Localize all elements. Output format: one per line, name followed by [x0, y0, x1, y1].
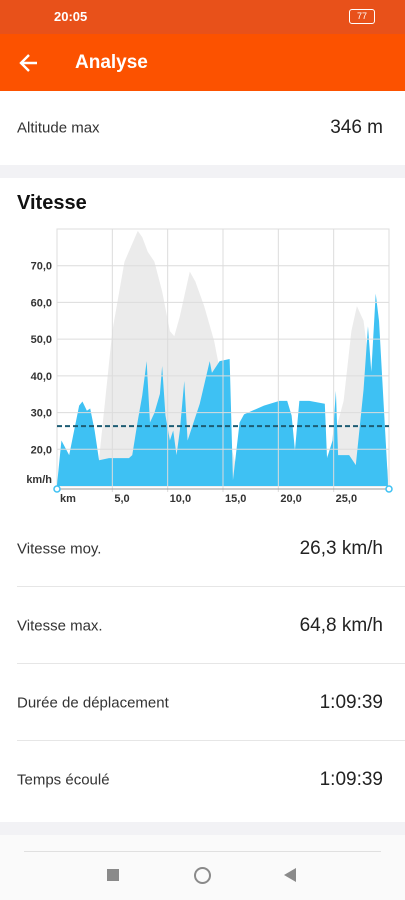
- stat-label: Vitesse moy.: [17, 540, 102, 557]
- y-tick-label: 20,0: [31, 444, 52, 456]
- status-bar: 20:05 77: [0, 0, 405, 34]
- x-tick-label: 15,0: [225, 493, 246, 505]
- back-nav-button[interactable]: [283, 868, 297, 882]
- y-tick-label: 40,0: [31, 371, 52, 383]
- stat-label: Vitesse max.: [17, 617, 103, 634]
- stat-row: Vitesse moy. 26,3 km/h: [0, 510, 405, 587]
- stat-label: Durée de déplacement: [17, 694, 169, 711]
- divider: [0, 165, 405, 178]
- recents-button[interactable]: [107, 869, 119, 881]
- x-tick-label: 20,0: [280, 493, 301, 505]
- stat-row: Vitesse max. 64,8 km/h: [0, 587, 405, 664]
- app-bar: Analyse: [0, 34, 405, 91]
- stat-value: 1:09:39: [319, 691, 383, 713]
- range-handle: [385, 485, 393, 493]
- stat-value: 64,8 km/h: [299, 614, 383, 636]
- stat-value: 26,3 km/h: [299, 537, 383, 559]
- x-tick-label: 25,0: [336, 493, 357, 505]
- stat-row: Temps écoulé 1:09:39: [0, 741, 405, 818]
- y-tick-label: 50,0: [31, 334, 52, 346]
- section-title: Vitesse: [17, 192, 87, 214]
- stat-value: 346 m: [330, 117, 383, 138]
- y-tick-label: 60,0: [31, 297, 52, 309]
- y-tick-label: 30,0: [31, 408, 52, 420]
- stat-row: Durée de déplacement 1:09:39: [0, 664, 405, 741]
- nav-bar: [0, 835, 405, 900]
- clock: 20:05: [54, 9, 88, 24]
- stat-label: Altitude max: [17, 119, 100, 137]
- area: [57, 293, 388, 486]
- x-unit: km: [60, 493, 76, 505]
- x-tick-label: 5,0: [114, 493, 129, 505]
- back-button[interactable]: [18, 52, 40, 74]
- y-unit: km/h: [26, 474, 52, 486]
- altitude-row: Altitude max 346 m: [0, 91, 405, 165]
- divider: [0, 822, 405, 835]
- speed-chart: 20,0 30,0 40,0 50,0 60,0 70,0 5,0 10,0 15,0 20,0 2…: [26, 228, 393, 505]
- home-button[interactable]: [194, 867, 211, 884]
- range-handle: [53, 485, 61, 493]
- x-tick-label: 10,0: [170, 493, 191, 505]
- battery: 77: [349, 9, 375, 24]
- y-tick-label: 70,0: [31, 261, 52, 273]
- stat-value: 1:09:39: [319, 768, 383, 790]
- page-title: Analyse: [75, 52, 148, 73]
- stat-label: Temps écoulé: [17, 771, 110, 788]
